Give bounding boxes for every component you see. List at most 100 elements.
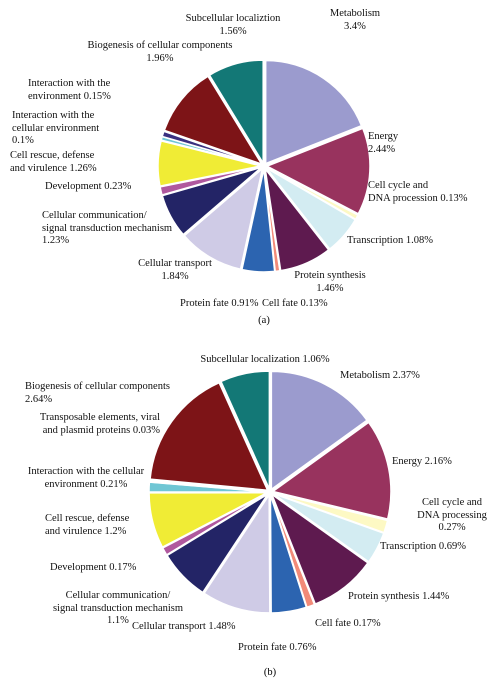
value-label: 1.08% bbox=[405, 235, 433, 246]
caption: (b) bbox=[264, 667, 277, 678]
value-label: 0.69% bbox=[438, 541, 466, 552]
slice-label: Biogenesis of cellular components 1.96% bbox=[88, 40, 233, 65]
value-label: 1.96% bbox=[146, 52, 174, 64]
category-name: Cell rescue, defense and virulence bbox=[45, 513, 130, 537]
pie-slice bbox=[183, 166, 264, 271]
category-name: Biogenesis of cellular components bbox=[25, 381, 170, 392]
value-label: 0.13% bbox=[300, 298, 328, 309]
slice-label: Energy 2.16% bbox=[392, 456, 452, 469]
pie-slice bbox=[270, 370, 369, 491]
value-label: 1.26% bbox=[69, 162, 97, 174]
pie-slice bbox=[161, 130, 262, 166]
slice-label: Cellular transport 1.48% bbox=[132, 621, 236, 634]
category-name: Cell fate bbox=[262, 298, 298, 309]
value-label: 0.21% bbox=[100, 478, 128, 490]
slice-label: Biogenesis of cellular components 2.64% bbox=[25, 381, 170, 406]
value-label: 3.4% bbox=[344, 20, 366, 32]
pie-slice bbox=[272, 492, 385, 563]
slice-label: Cell fate 0.13% bbox=[262, 298, 328, 311]
pie bbox=[157, 59, 371, 273]
pie-slice bbox=[159, 165, 262, 196]
category-name: Interaction with the cellular environmen… bbox=[27, 466, 145, 490]
pie-slice bbox=[241, 168, 276, 273]
category-name: Metabolism bbox=[329, 8, 381, 19]
category-name: Development bbox=[50, 562, 107, 573]
caption: (a) bbox=[258, 315, 270, 326]
slice-label: Cell cycle and DNA processing 0.27% bbox=[417, 497, 487, 535]
pie-slice bbox=[270, 492, 369, 606]
slice-label: Subcellular localiztion 1.56% bbox=[186, 13, 281, 38]
category-name: Interaction with the environment bbox=[28, 78, 111, 102]
value-label: 0.13% bbox=[440, 192, 468, 204]
slice-label: Transposable elements, viral and plasmid… bbox=[40, 412, 160, 437]
value-label: 0.03% bbox=[132, 424, 160, 436]
category-name: Subcellular localiztion bbox=[185, 13, 281, 24]
pie bbox=[148, 370, 392, 614]
value-label: 1.84% bbox=[161, 270, 189, 282]
category-name: Protein fate bbox=[238, 642, 287, 653]
pie-slice bbox=[271, 421, 392, 520]
slice-label: Metabolism 3.4% bbox=[330, 8, 380, 33]
slice-label: Protein synthesis 1.46% bbox=[294, 270, 365, 295]
value-label: 0.76% bbox=[289, 642, 317, 653]
slice-label: Metabolism 2.37% bbox=[340, 370, 420, 383]
slice-label: Development 0.23% bbox=[45, 181, 131, 194]
slice-label: Cellular communication/ signal transduct… bbox=[53, 590, 183, 628]
value-label: 2.64% bbox=[25, 393, 53, 405]
slice-label: Development 0.17% bbox=[50, 562, 136, 575]
pie-slice bbox=[265, 127, 371, 215]
value-label: 1.44% bbox=[422, 591, 450, 602]
category-name: Development bbox=[45, 181, 102, 192]
pie-slice bbox=[269, 494, 308, 614]
category-name: Cell cycle and DNA processing bbox=[417, 497, 487, 521]
value-label: 0.23% bbox=[104, 181, 132, 192]
value-label: 1.1% bbox=[107, 615, 129, 626]
slice-label: Interaction with the environment 0.15% bbox=[28, 78, 111, 103]
value-label: 0.1% bbox=[12, 135, 34, 146]
category-name: Metabolism bbox=[340, 370, 391, 381]
category-name: Protein synthesis bbox=[348, 591, 420, 602]
category-name: Transcription bbox=[380, 541, 437, 552]
slice-label: Interaction with the cellular environmen… bbox=[28, 466, 144, 491]
slice-label: Cell rescue, defense and virulence 1.2% bbox=[45, 513, 129, 538]
slice-label: Cellular communication/ signal transduct… bbox=[42, 210, 172, 248]
category-name: Cellular transport bbox=[132, 621, 206, 632]
pie-slice bbox=[166, 493, 269, 594]
slice-label: Protein fate 0.76% bbox=[238, 642, 316, 655]
category-name: Cellular communication/ signal transduct… bbox=[42, 210, 173, 234]
category-name: Cellular communication/ signal transduct… bbox=[52, 590, 184, 614]
category-name: Subcellular localization bbox=[200, 354, 300, 365]
pie-slice bbox=[264, 166, 330, 272]
category-name: Transposable elements, viral and plasmid… bbox=[39, 412, 160, 436]
slice-label: Subcellular localization 1.06% bbox=[200, 354, 329, 367]
category-name: Protein synthesis bbox=[294, 270, 366, 281]
slice-label: Cell cycle and DNA procession 0.13% bbox=[368, 180, 467, 205]
pie-slice bbox=[163, 75, 264, 166]
category-name: Energy bbox=[392, 456, 423, 467]
value-label: 1.56% bbox=[219, 25, 247, 37]
category-name: Transcription bbox=[347, 235, 404, 246]
pie-slice bbox=[208, 59, 264, 166]
pie-slice bbox=[264, 59, 363, 165]
category-name: Cell fate bbox=[315, 618, 351, 629]
value-label: 1.46% bbox=[316, 282, 344, 294]
slice-label: Cell fate 0.17% bbox=[315, 618, 381, 631]
category-name: Cellular transport bbox=[138, 258, 212, 269]
slice-label: Transcription 0.69% bbox=[380, 541, 466, 554]
pie-slice bbox=[161, 492, 268, 556]
category-name: Interaction with the cellular environmen… bbox=[12, 110, 100, 134]
slice-label: Cell rescue, defense and virulence 1.26% bbox=[10, 150, 97, 175]
value-label: 2.16% bbox=[424, 456, 452, 467]
value-label: 2.44% bbox=[368, 143, 396, 155]
pie-slice bbox=[161, 166, 262, 236]
value-label: 1.06% bbox=[302, 354, 330, 365]
pie-slice bbox=[203, 492, 271, 614]
slice-label: Protein fate 0.91% bbox=[180, 298, 258, 311]
category-name: Cell cycle and DNA procession bbox=[368, 180, 438, 204]
slice-label: Protein synthesis 1.44% bbox=[348, 591, 449, 604]
value-label: 0.27% bbox=[438, 522, 466, 533]
category-name: Biogenesis of cellular components bbox=[87, 40, 233, 51]
value-label: 1.2% bbox=[104, 525, 127, 537]
slice-label: Interaction with the cellular environmen… bbox=[12, 110, 99, 148]
